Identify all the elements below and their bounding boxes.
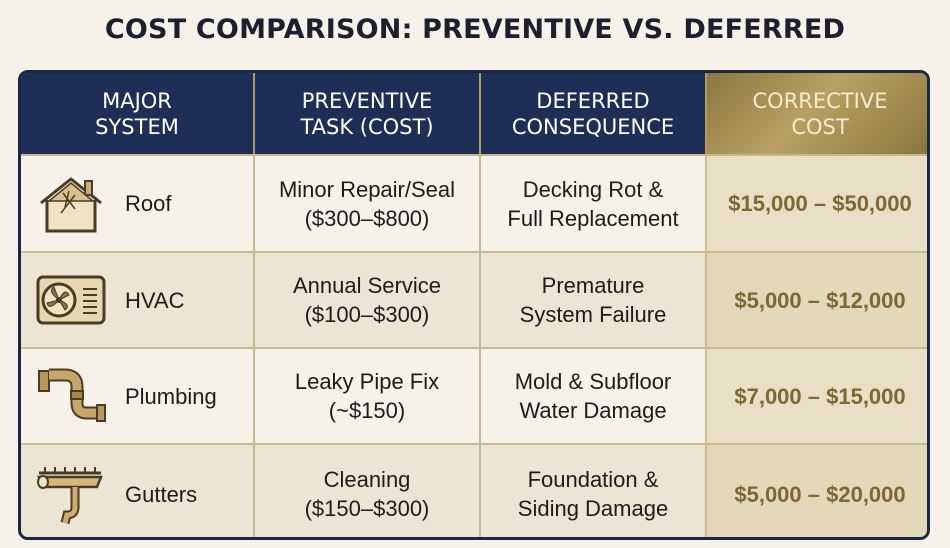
corrective-cost-roof: $15,000 – $50,000: [707, 154, 927, 251]
preventive-cell-hvac: Annual Service ($100–$300): [255, 251, 481, 347]
table-row-plumbing-system: Plumbing: [21, 347, 255, 443]
house-roof-icon: [35, 173, 107, 235]
header-corrective-cost-label: CORRECTIVE COST: [752, 88, 888, 139]
deferred-cell-roof: Decking Rot & Full Replacement: [481, 154, 707, 251]
deferred-text-gutters: Foundation & Siding Damage: [517, 467, 669, 521]
cost-comparison-table: MAJOR SYSTEM PREVENTIVE TASK (COST) DEFE…: [18, 70, 930, 540]
header-corrective-cost: CORRECTIVE COST: [707, 73, 927, 154]
header-major-system-label: MAJOR SYSTEM: [95, 88, 179, 139]
corrective-cost-hvac: $5,000 – $12,000: [707, 251, 927, 347]
deferred-cell-hvac: Premature System Failure: [481, 251, 707, 347]
ac-unit-icon: [35, 269, 107, 331]
corrective-cost-plumbing: $7,000 – $15,000: [707, 347, 927, 443]
deferred-cell-plumbing: Mold & Subfloor Water Damage: [481, 347, 707, 443]
system-label-roof: Roof: [125, 191, 172, 216]
deferred-text-hvac: Premature System Failure: [519, 273, 667, 327]
header-major-system: MAJOR SYSTEM: [21, 73, 255, 154]
preventive-text-hvac: Annual Service ($100–$300): [293, 273, 441, 327]
deferred-text-roof: Decking Rot & Full Replacement: [507, 176, 679, 231]
system-label-gutters: Gutters: [125, 481, 198, 507]
cost-text-plumbing: $7,000 – $15,000: [734, 383, 906, 409]
preventive-cell-plumbing: Leaky Pipe Fix (~$150): [255, 347, 481, 443]
preventive-text-gutters: Cleaning ($150–$300): [304, 467, 430, 521]
preventive-cell-gutters: Cleaning ($150–$300): [255, 443, 481, 537]
header-preventive-task-label: PREVENTIVE TASK (COST): [300, 88, 434, 139]
table-row-gutters-system: Gutters: [21, 443, 255, 537]
cost-text-roof: $15,000 – $50,000: [728, 191, 912, 216]
pipe-icon: [35, 365, 107, 427]
deferred-text-plumbing: Mold & Subfloor Water Damage: [514, 369, 672, 423]
table-row-roof-system: Roof: [21, 154, 255, 251]
header-deferred-consequence-label: DEFERRED CONSEQUENCE: [511, 88, 675, 139]
gutter-icon: [35, 463, 107, 525]
cost-text-hvac: $5,000 – $12,000: [734, 287, 906, 313]
cost-text-gutters: $5,000 – $20,000: [734, 481, 906, 507]
table-row-hvac-system: HVAC: [21, 251, 255, 347]
corrective-cost-gutters: $5,000 – $20,000: [707, 443, 927, 537]
preventive-cell-roof: Minor Repair/Seal ($300–$800): [255, 154, 481, 251]
preventive-text-roof: Minor Repair/Seal ($300–$800): [278, 176, 456, 231]
preventive-text-plumbing: Leaky Pipe Fix (~$150): [294, 369, 440, 423]
header-deferred-consequence: DEFERRED CONSEQUENCE: [481, 73, 707, 154]
system-label-hvac: HVAC: [125, 287, 185, 313]
system-label-plumbing: Plumbing: [125, 383, 217, 409]
page-title: COST COMPARISON: PREVENTIVE VS. DEFERRED: [104, 14, 846, 45]
deferred-cell-gutters: Foundation & Siding Damage: [481, 443, 707, 537]
header-preventive-task: PREVENTIVE TASK (COST): [255, 73, 481, 154]
